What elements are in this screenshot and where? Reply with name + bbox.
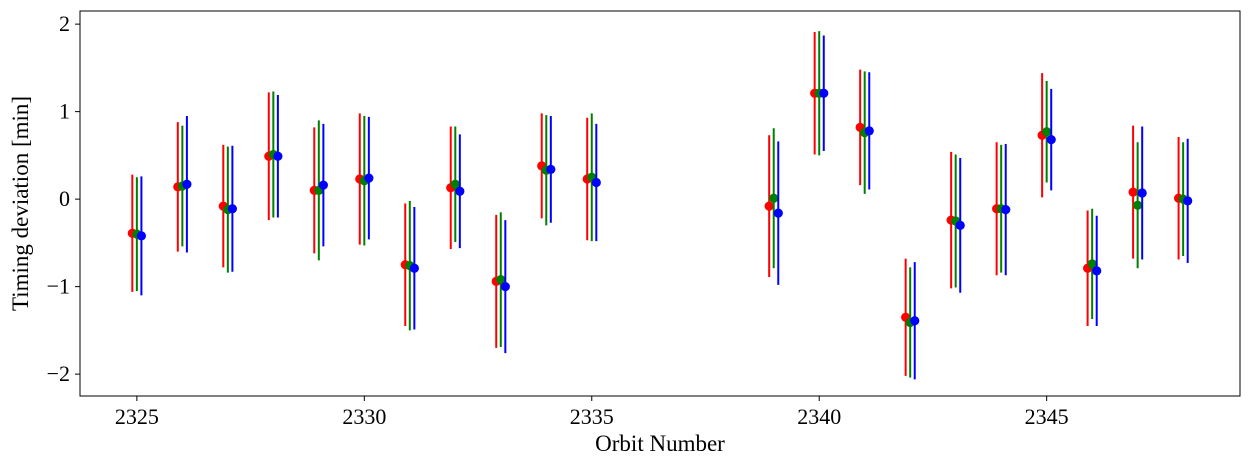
data-point [1087, 259, 1097, 269]
data-point [496, 275, 506, 285]
data-point [546, 164, 556, 174]
data-point [955, 220, 965, 230]
x-tick-label: 2345 [1025, 404, 1069, 429]
data-point [1128, 187, 1138, 197]
y-axis: −2 −1 0 1 2 [47, 11, 80, 386]
data-point [1183, 196, 1193, 206]
series-1 [127, 32, 1184, 376]
x-tick-label: 2330 [342, 404, 386, 429]
data-point [1001, 205, 1011, 215]
data-point [1133, 200, 1143, 210]
x-axis: 2325 2330 2335 2340 2345 [115, 396, 1069, 429]
series-2 [132, 31, 1188, 378]
data-point [819, 88, 829, 98]
data-point [773, 208, 783, 218]
data-point [1046, 135, 1056, 145]
data-point [769, 193, 779, 203]
data-point [227, 204, 237, 214]
data-point [455, 186, 465, 196]
data-point [364, 173, 374, 183]
x-tick-label: 2325 [115, 404, 159, 429]
data-point [450, 179, 460, 189]
data-point [409, 263, 419, 273]
x-axis-label: Orbit Number [595, 431, 725, 456]
data-point [1042, 127, 1052, 137]
chart-marks [127, 31, 1193, 380]
data-point [1137, 188, 1147, 198]
y-tick-label: 1 [59, 99, 70, 124]
data-point [500, 282, 510, 292]
data-point [273, 151, 283, 161]
y-tick-label: 0 [59, 186, 70, 211]
y-tick-label: −2 [47, 361, 70, 386]
data-point [136, 231, 147, 241]
y-tick-label: −1 [47, 274, 70, 299]
data-point [864, 126, 874, 136]
plot-frame [79, 10, 1241, 397]
data-point [318, 180, 328, 190]
x-tick-label: 2340 [797, 404, 841, 429]
data-point [591, 177, 601, 188]
series-3 [136, 35, 1193, 380]
x-tick-label: 2335 [570, 404, 614, 429]
data-point [910, 316, 920, 326]
y-axis-label: Timing deviation [min] [8, 96, 33, 311]
data-point [1092, 266, 1102, 276]
y-tick-label: 2 [59, 11, 70, 36]
data-point [182, 179, 192, 189]
data-point [764, 201, 774, 211]
